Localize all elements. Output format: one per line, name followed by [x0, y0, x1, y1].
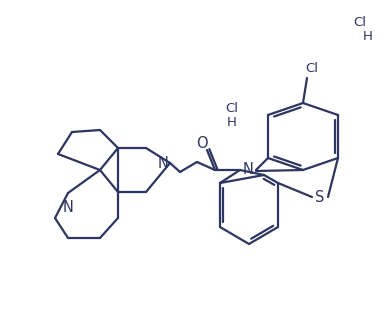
Text: Cl: Cl — [305, 63, 319, 76]
Text: S: S — [315, 189, 325, 205]
Text: Cl: Cl — [353, 16, 366, 29]
Text: H: H — [227, 117, 237, 129]
Text: N: N — [63, 199, 74, 215]
Text: O: O — [196, 136, 208, 151]
Text: H: H — [363, 30, 373, 43]
Text: N: N — [243, 163, 253, 178]
Text: N: N — [158, 156, 168, 170]
Text: Cl: Cl — [226, 101, 238, 114]
